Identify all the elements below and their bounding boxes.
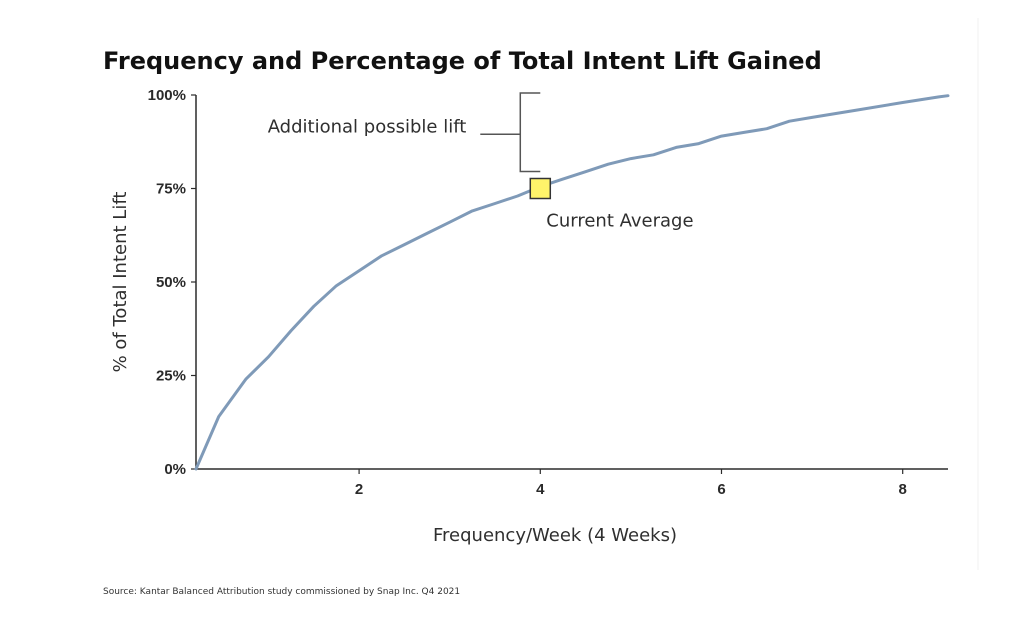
source-note: Source: Kantar Balanced Attribution stud…: [103, 587, 460, 597]
y-tick-label: 25%: [156, 368, 186, 385]
chart-title: Frequency and Percentage of Total Intent…: [103, 47, 822, 75]
series-layer: [194, 94, 950, 471]
plot-area: 0% 25% 50% 75% 100% 2 4 6 8 Additional possible…: [148, 87, 950, 498]
y-axis-label: % of Total Intent Lift: [110, 192, 131, 373]
intent-lift-line: [194, 94, 950, 471]
y-tick-label: 50%: [156, 274, 186, 291]
x-tick-label: 8: [899, 481, 907, 498]
annotation-layer: Additional possible lift Current Average: [268, 92, 694, 232]
y-tick-label: 100%: [148, 87, 186, 104]
y-axis-ticks: 0% 25% 50% 75% 100%: [148, 87, 196, 478]
lift-bracket: [519, 92, 541, 173]
current-average-label: Current Average: [546, 211, 693, 232]
x-tick-label: 2: [355, 481, 363, 498]
current-average-marker: [529, 177, 552, 200]
x-axis-label: Frequency/Week (4 Weeks): [433, 525, 677, 546]
x-axis-ticks: 2 4 6 8: [355, 469, 907, 498]
y-tick-label: 0%: [164, 461, 186, 478]
additional-lift-label: Additional possible lift: [268, 116, 467, 137]
x-tick-label: 4: [536, 481, 545, 498]
y-tick-label: 75%: [156, 181, 186, 198]
x-tick-label: 6: [717, 481, 725, 498]
